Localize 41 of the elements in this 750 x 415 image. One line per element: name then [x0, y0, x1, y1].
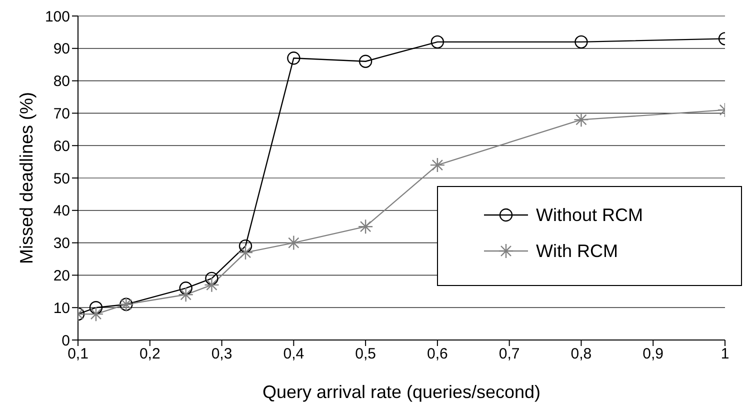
x-tick-label: 0,8: [570, 346, 592, 363]
x-tick-label: 0,6: [427, 346, 448, 363]
point: [205, 272, 218, 286]
y-tick-label: 10: [53, 300, 70, 317]
x-tick-label: 0,9: [642, 346, 664, 363]
point: [238, 239, 252, 253]
y-tick-label: 0: [62, 332, 70, 350]
y-tick-label: 70: [53, 106, 70, 123]
point: [574, 35, 588, 49]
point: [287, 52, 300, 65]
x-tick-label: 0,3: [211, 346, 232, 363]
y-tick-label: 20: [53, 268, 70, 285]
x-tick-label: 0,1: [68, 346, 88, 363]
point: [179, 282, 192, 295]
point: [430, 35, 444, 49]
point: [88, 306, 104, 322]
x-tick-label: 0,2: [139, 346, 160, 363]
point: [178, 287, 194, 302]
x-tick-label: 0,5: [355, 346, 376, 363]
y-tick-label: 40: [53, 202, 70, 220]
y-tick-label: 90: [53, 40, 70, 58]
y-tick-label: 80: [53, 73, 70, 90]
point: [574, 112, 589, 128]
y-axis-title: Missed deadlines (%): [16, 92, 36, 264]
y-tick-label: 60: [53, 138, 70, 155]
point: [238, 244, 254, 260]
legend-label: Without RCM: [536, 204, 644, 226]
point: [358, 54, 372, 68]
point: [286, 235, 302, 250]
point: [89, 301, 103, 314]
point: [430, 157, 446, 173]
x-tick-label: 0,4: [283, 346, 304, 363]
y-tick-label: 100: [44, 8, 70, 26]
x-tick-label: 1: [720, 346, 730, 363]
y-tick-label: 30: [53, 235, 70, 252]
legend-label: With RCM: [536, 240, 618, 262]
x-axis-title: Query arrival rate (queries/second): [262, 382, 541, 402]
x-tick-label: 0,7: [498, 346, 520, 363]
y-tick-label: 50: [53, 170, 70, 188]
point: [358, 219, 374, 234]
point: [204, 277, 220, 293]
